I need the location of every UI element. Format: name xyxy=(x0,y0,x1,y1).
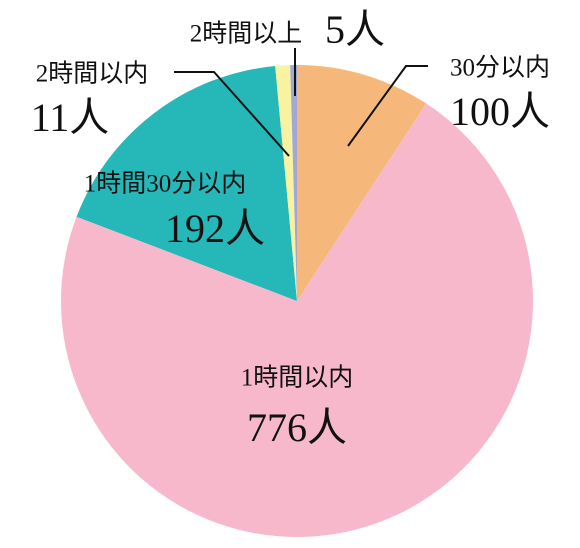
value-label: 11人 xyxy=(31,95,110,140)
value-label: 192人 xyxy=(165,206,265,251)
value-label: 100人 xyxy=(450,89,550,134)
slice xyxy=(275,65,297,301)
slice-label: 2時間以内 xyxy=(36,60,149,88)
slice-label: 1時間以内 xyxy=(241,364,354,392)
slice xyxy=(297,65,427,301)
value-label: 776人 xyxy=(247,405,347,450)
slice-label: 1時間30分以内 xyxy=(84,170,247,198)
slice xyxy=(290,65,297,301)
labels: 30分以内 100人 1時間以内 776人 1時間30分以内 192人 2時間以内 11人 2時… xyxy=(31,7,550,450)
pie xyxy=(61,65,534,537)
leader-line xyxy=(174,71,290,157)
value-label: 5人 xyxy=(325,7,385,52)
slice-label: 30分以内 xyxy=(450,54,550,82)
leader-lines xyxy=(174,48,428,157)
slice-label: 2時間以上 xyxy=(190,20,303,48)
slice xyxy=(76,66,297,301)
leader-line xyxy=(347,65,428,147)
slice xyxy=(61,103,534,537)
